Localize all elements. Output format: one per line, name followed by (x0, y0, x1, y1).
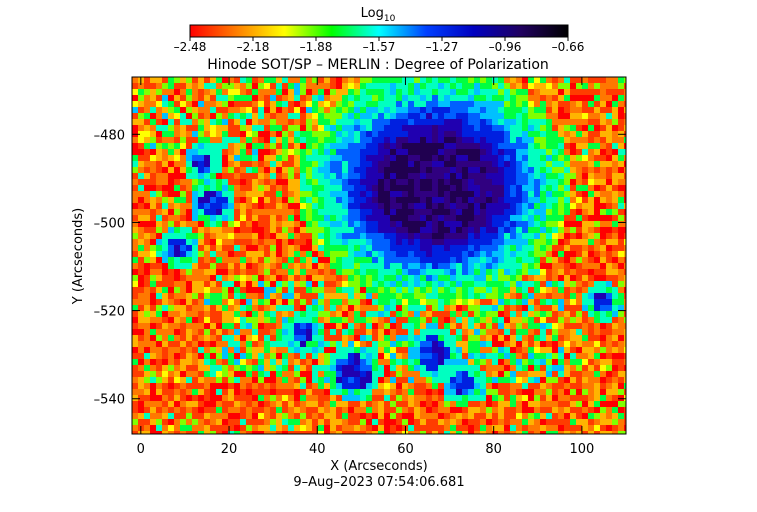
colorbar-label: Log10 (361, 6, 396, 24)
y-axis-label: Y (Arcseconds) (71, 208, 86, 305)
colorbar-tick-label: –2.18 (237, 40, 270, 54)
y-tick-label: –520 (94, 305, 125, 320)
x-axis-label: X (Arcseconds) (330, 459, 427, 474)
x-tick-label: 100 (569, 442, 594, 457)
colorbar-tick-label: –2.48 (174, 40, 207, 54)
x-tick-label: 20 (221, 442, 238, 457)
polarization-map (132, 77, 626, 434)
colorbar-tick-label: –1.57 (363, 40, 396, 54)
colorbar-tick-label: –1.27 (426, 40, 459, 54)
y-tick-label: –480 (94, 128, 125, 143)
colorbar-tick-label: –0.66 (552, 40, 585, 54)
y-axis-ticks: –480 –500 –520 –540 (94, 128, 626, 408)
y-tick-label: –540 (94, 393, 125, 408)
timestamp: 9–Aug–2023 07:54:06.681 (293, 475, 464, 490)
colorbar-tick-label: –1.88 (300, 40, 333, 54)
x-tick-label: 80 (485, 442, 502, 457)
colorbar (189, 24, 569, 38)
colorbar-tick-label: –0.96 (489, 40, 522, 54)
x-tick-label: 40 (309, 442, 326, 457)
plot-title: Hinode SOT/SP – MERLIN : Degree of Polar… (207, 57, 549, 73)
colorbar-ticks: –2.48 –2.18 –1.88 –1.57 –1.27 –0.96 –0.66 (174, 37, 585, 54)
y-tick-label: –500 (94, 216, 125, 231)
x-tick-label: 0 (137, 442, 145, 457)
plot-frame (131, 76, 627, 435)
x-tick-label: 60 (397, 442, 414, 457)
x-axis-ticks: 0 20 40 60 80 100 (137, 77, 594, 457)
